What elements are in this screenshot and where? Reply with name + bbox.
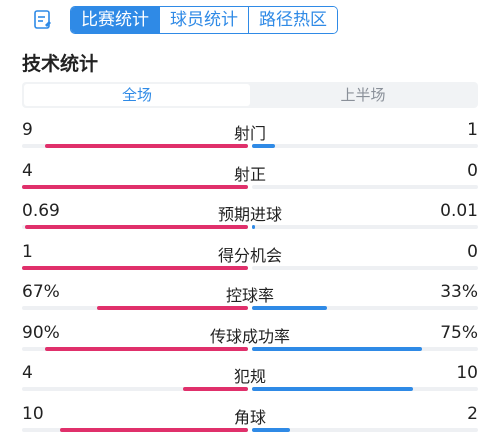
away-bar <box>252 427 290 432</box>
away-value: 75% <box>440 322 478 343</box>
home-bar-track <box>22 427 248 432</box>
home-value: 1 <box>22 241 33 262</box>
period-first-half[interactable]: 上半场 <box>340 86 386 104</box>
away-bar <box>252 346 422 351</box>
home-bar <box>59 427 248 432</box>
home-bar-track <box>22 346 248 351</box>
stat-label: 传球成功率 <box>209 326 290 346</box>
stat-label: 犯规 <box>233 367 266 386</box>
home-bar-track <box>22 306 248 310</box>
away-bar <box>252 387 414 391</box>
away-value: 10 <box>456 363 478 383</box>
stat-row: 4 犯规 10 <box>0 363 500 403</box>
home-bar <box>44 346 248 351</box>
away-bar-track <box>252 306 478 310</box>
home-value: 0.69 <box>22 201 60 221</box>
home-value: 4 <box>22 363 33 383</box>
away-bar-track <box>252 184 478 189</box>
away-bar <box>252 144 275 148</box>
tab-heatmap[interactable]: 路径热区 <box>248 7 337 33</box>
stat-row: 9 射门 1 <box>0 120 500 160</box>
stat-label: 射正 <box>233 164 266 184</box>
home-bar-track <box>22 225 248 229</box>
home-value: 4 <box>22 160 33 181</box>
home-bar <box>25 225 248 229</box>
stats-tab-bar: 比赛统计 球员统计 路径热区 <box>70 6 338 34</box>
away-bar-track <box>252 387 478 391</box>
away-bar-track <box>252 225 478 229</box>
away-bar-track <box>252 265 478 270</box>
stat-row: 10 角球 2 <box>0 404 500 444</box>
stat-label: 射门 <box>233 124 266 143</box>
home-value: 9 <box>22 120 33 140</box>
period-switch: 全场 上半场 <box>22 82 478 108</box>
home-bar-track <box>22 387 248 391</box>
stat-row: 90% 传球成功率 75% <box>0 323 500 363</box>
away-bar <box>252 225 256 229</box>
home-bar-track <box>22 265 248 270</box>
stat-row: 0.69 预期进球 0.01 <box>0 201 500 241</box>
stat-row: 4 射正 0 <box>0 161 500 201</box>
stat-label: 得分机会 <box>217 245 282 265</box>
away-bar-track <box>252 427 478 432</box>
home-value: 90% <box>22 322 60 343</box>
away-value: 0 <box>467 241 478 262</box>
away-value: 33% <box>440 282 478 302</box>
home-bar <box>44 144 248 148</box>
home-value: 10 <box>22 403 44 424</box>
away-bar-track <box>252 346 478 351</box>
tab-match-stats[interactable]: 比赛统计 <box>71 7 159 33</box>
top-bar: 比赛统计 球员统计 路径热区 <box>0 0 500 40</box>
home-value: 67% <box>22 282 60 302</box>
stat-row: 67% 控球率 33% <box>0 282 500 322</box>
home-bar-track <box>22 184 248 189</box>
stat-label: 角球 <box>233 407 266 427</box>
home-bar-track <box>22 144 248 148</box>
home-bar <box>22 184 248 189</box>
away-value: 1 <box>467 120 478 140</box>
away-bar <box>252 306 327 310</box>
away-value: 2 <box>467 403 478 424</box>
stat-label: 预期进球 <box>217 205 282 224</box>
home-bar <box>96 306 248 310</box>
section-title: 技术统计 <box>22 53 99 75</box>
home-bar <box>183 387 248 391</box>
stat-row: 1 得分机会 0 <box>0 242 500 282</box>
away-value: 0 <box>467 160 478 181</box>
stat-label: 控球率 <box>225 286 274 305</box>
away-value: 0.01 <box>440 201 478 221</box>
period-full-match[interactable]: 全场 <box>24 84 250 106</box>
home-bar <box>22 265 248 270</box>
tab-player-stats[interactable]: 球员统计 <box>159 7 248 33</box>
document-icon[interactable] <box>32 9 54 31</box>
away-bar-track <box>252 144 478 148</box>
